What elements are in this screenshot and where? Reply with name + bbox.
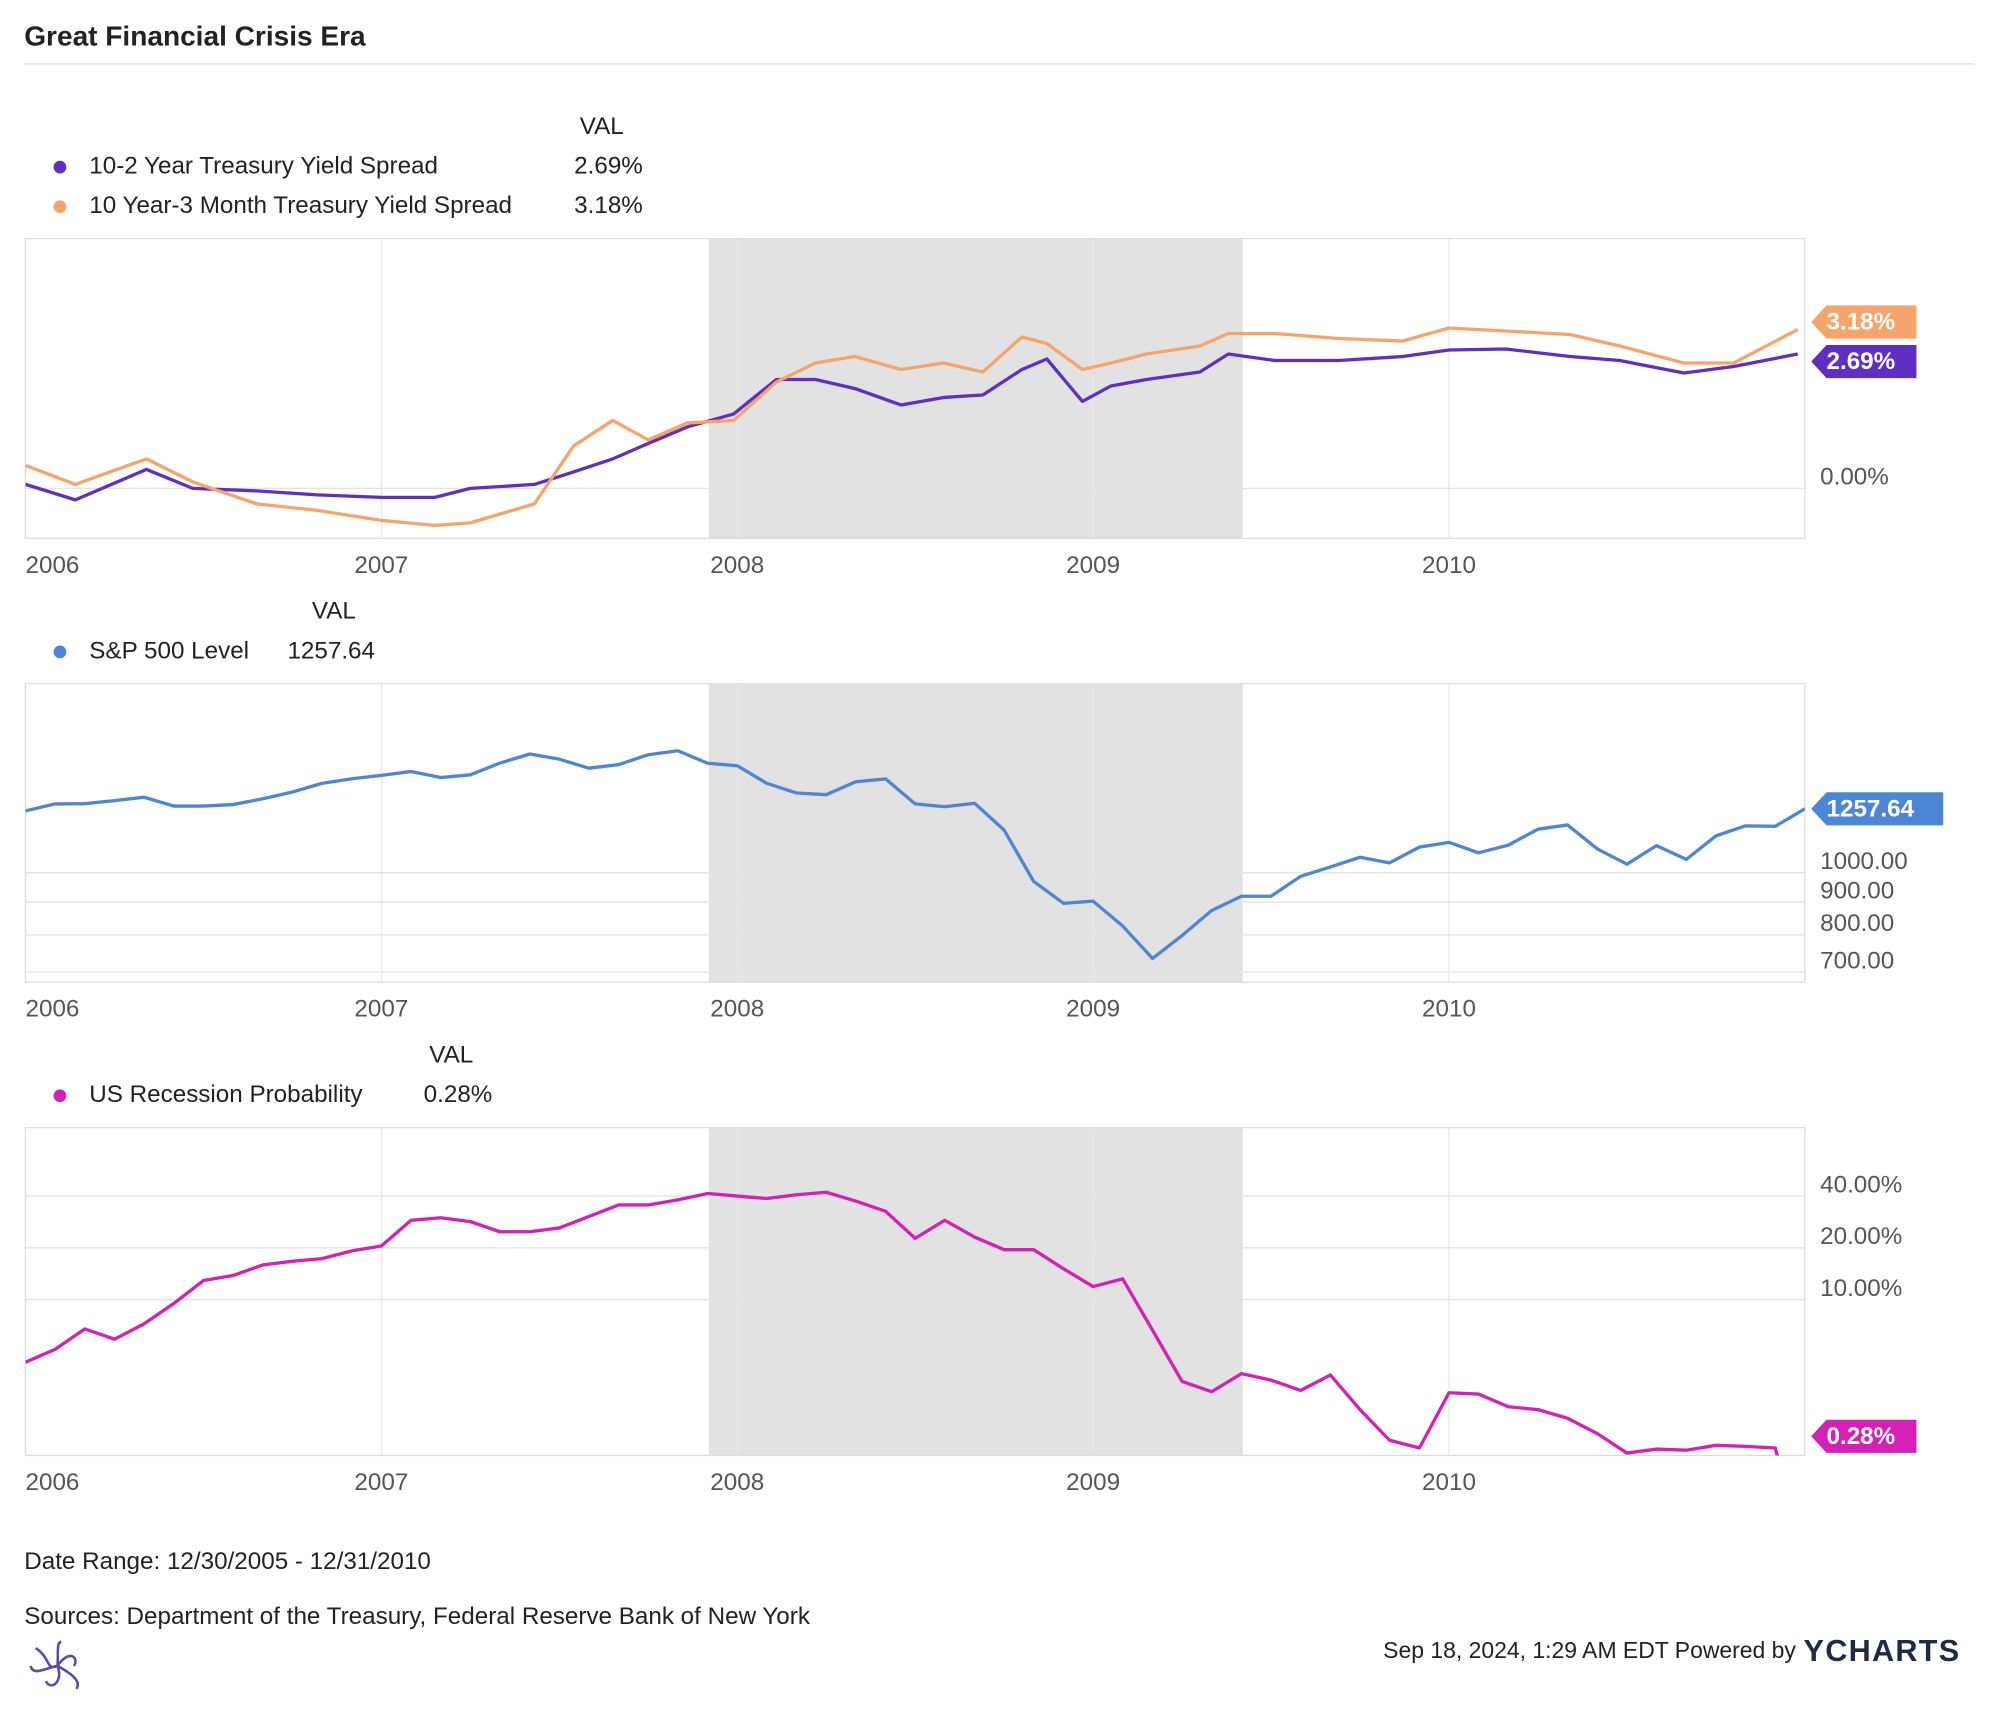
legend-name: S&P 500 Level: [89, 637, 249, 664]
series-line: [25, 1190, 1779, 1456]
x-tick-label: 2006: [26, 996, 80, 1023]
value-flag: [1811, 1419, 1917, 1453]
timestamp: Sep 18, 2024, 1:29 AM EDT Powered by: [1383, 1637, 1796, 1663]
value-flag: [1811, 792, 1944, 826]
series-line: [25, 749, 1805, 961]
legend-dot: [53, 160, 67, 174]
x-tick-label: 2009: [1066, 1469, 1120, 1496]
brand: YCHARTS: [1804, 1634, 1961, 1668]
y-tick-label: 700.00: [1820, 947, 1894, 974]
sources: Sources: Department of the Treasury, Fed…: [24, 1603, 811, 1630]
x-tick-label: 2009: [1066, 996, 1120, 1023]
x-tick-label: 2008: [710, 552, 764, 579]
legend-dot: [53, 200, 67, 214]
y-tick-label: 0.00%: [1820, 464, 1889, 491]
legend-header: VAL: [429, 1042, 473, 1069]
x-tick-label: 2010: [1422, 996, 1476, 1023]
y-tick-label: 900.00: [1820, 877, 1894, 904]
value-flag-label: 1257.64: [1827, 795, 1915, 822]
plot-frame: [24, 1126, 1806, 1457]
page-title: Great Financial Crisis Era: [24, 21, 366, 52]
legend-value: 0.28%: [424, 1081, 493, 1108]
series-line: [25, 347, 1799, 502]
x-tick-label: 2008: [710, 1469, 764, 1496]
y-tick-label: 20.00%: [1820, 1223, 1902, 1250]
value-flag: [1811, 344, 1917, 379]
legend-name: US Recession Probability: [89, 1081, 363, 1108]
value-flag-label: 0.28%: [1827, 1423, 1896, 1450]
x-tick-label: 2006: [26, 552, 80, 579]
value-flag: [1811, 305, 1917, 339]
x-tick-label: 2007: [354, 1469, 408, 1496]
legend-dot: [53, 1089, 67, 1103]
value-flag-label: 2.69%: [1827, 348, 1896, 375]
legend-value: 3.18%: [574, 192, 643, 219]
value-flag-label: 3.18%: [1827, 309, 1896, 336]
logo: [29, 1640, 80, 1690]
x-tick-label: 2010: [1422, 1469, 1476, 1496]
x-tick-label: 2007: [354, 552, 408, 579]
recession-shade: [708, 683, 1243, 983]
recession-shade: [708, 1127, 1243, 1456]
x-tick-label: 2009: [1066, 552, 1120, 579]
legend-value: 1257.64: [287, 637, 375, 664]
x-tick-label: 2007: [354, 996, 408, 1023]
y-tick-label: 10.00%: [1820, 1275, 1902, 1302]
legend-header: VAL: [312, 598, 356, 625]
x-tick-label: 2008: [710, 996, 764, 1023]
plot-frame: [24, 683, 1806, 983]
date-range: Date Range: 12/30/2005 - 12/31/2010: [24, 1548, 431, 1575]
series-line: [25, 326, 1799, 528]
legend-name: 10 Year-3 Month Treasury Yield Spread: [89, 192, 512, 219]
y-tick-label: 1000.00: [1820, 848, 1908, 875]
legend-dot: [53, 645, 67, 659]
legend-value: 2.69%: [574, 153, 643, 180]
x-tick-label: 2010: [1422, 552, 1476, 579]
recession-shade: [708, 238, 1243, 539]
legend-header: VAL: [580, 113, 624, 140]
x-tick-label: 2006: [26, 1469, 80, 1496]
plot-frame: [24, 237, 1806, 539]
y-tick-label: 40.00%: [1820, 1171, 1902, 1198]
legend-name: 10-2 Year Treasury Yield Spread: [89, 153, 438, 180]
y-tick-label: 800.00: [1820, 910, 1894, 937]
